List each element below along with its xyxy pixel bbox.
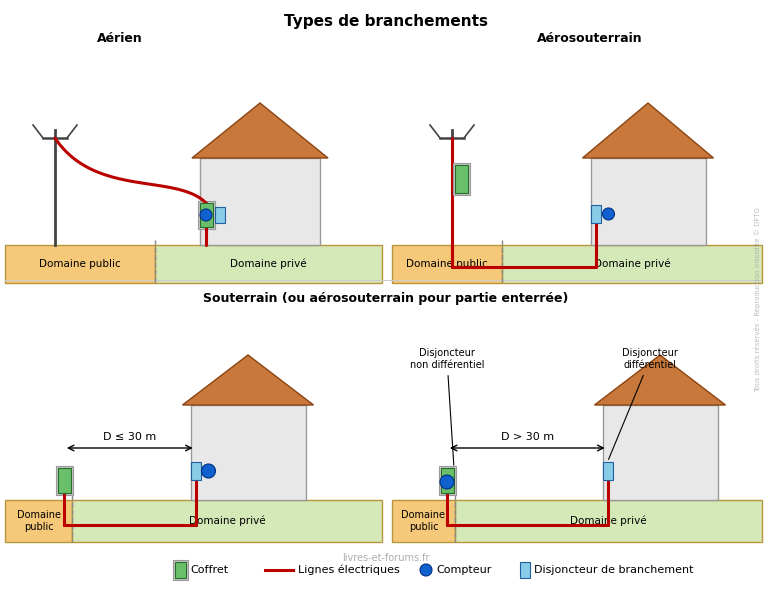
Bar <box>190 462 200 480</box>
Bar <box>190 405 305 500</box>
Circle shape <box>602 208 615 220</box>
Circle shape <box>420 564 432 576</box>
Bar <box>392 245 502 283</box>
Text: Domaine privé: Domaine privé <box>594 259 670 269</box>
Text: Aérosouterrain: Aérosouterrain <box>537 32 643 45</box>
Circle shape <box>200 209 212 221</box>
Bar <box>441 468 454 493</box>
Text: Coffret: Coffret <box>190 565 228 575</box>
Text: Compteur: Compteur <box>436 565 492 575</box>
Circle shape <box>202 464 216 478</box>
Bar <box>453 163 470 195</box>
Text: Domaine public: Domaine public <box>39 259 121 269</box>
Text: Disjoncteur
différentiel: Disjoncteur différentiel <box>608 348 678 460</box>
Bar <box>5 245 155 283</box>
Polygon shape <box>182 355 314 405</box>
Text: Domaine privé: Domaine privé <box>570 516 647 526</box>
Bar <box>591 158 706 245</box>
Text: Aérien: Aérien <box>97 32 143 45</box>
Text: Domaine privé: Domaine privé <box>230 259 307 269</box>
Bar <box>200 203 213 227</box>
Text: Souterrain (ou aérosouterrain pour partie enterrée): Souterrain (ou aérosouterrain pour parti… <box>203 292 569 305</box>
Bar <box>175 562 186 578</box>
Text: Types de branchements: Types de branchements <box>284 14 488 29</box>
Bar <box>155 245 382 283</box>
Bar <box>602 405 717 500</box>
Polygon shape <box>594 355 726 405</box>
Text: public: public <box>24 522 53 532</box>
Bar <box>455 500 762 542</box>
Text: Domaine privé: Domaine privé <box>189 516 265 526</box>
Bar <box>439 466 456 495</box>
Text: Domaine public: Domaine public <box>406 259 488 269</box>
Text: livres-et-forums.fr: livres-et-forums.fr <box>342 553 430 563</box>
Polygon shape <box>192 103 328 158</box>
Bar <box>392 500 455 542</box>
Bar <box>520 562 530 578</box>
Bar <box>602 462 612 480</box>
Text: D ≤ 30 m: D ≤ 30 m <box>103 432 156 442</box>
Bar <box>200 158 320 245</box>
Bar <box>58 468 71 493</box>
Bar <box>502 245 762 283</box>
Bar <box>215 207 225 223</box>
Polygon shape <box>583 103 713 158</box>
Text: Disjoncteur de branchement: Disjoncteur de branchement <box>534 565 693 575</box>
Text: Disjoncteur
non différentiel: Disjoncteur non différentiel <box>410 348 484 465</box>
Bar <box>591 205 601 223</box>
Text: D > 30 m: D > 30 m <box>501 432 553 442</box>
Bar <box>173 560 188 580</box>
Text: Domaine: Domaine <box>16 510 60 520</box>
Bar <box>72 500 382 542</box>
Text: Tous droits réservés - Reproduction interdite © DFTG: Tous droits réservés - Reproduction inte… <box>754 207 761 392</box>
Bar <box>455 165 468 193</box>
Bar <box>198 201 215 229</box>
Text: Lignes électriques: Lignes électriques <box>298 565 400 575</box>
Bar <box>56 466 73 495</box>
Text: public: public <box>409 522 438 532</box>
Circle shape <box>440 475 454 489</box>
Text: Domaine: Domaine <box>401 510 445 520</box>
Bar <box>5 500 72 542</box>
